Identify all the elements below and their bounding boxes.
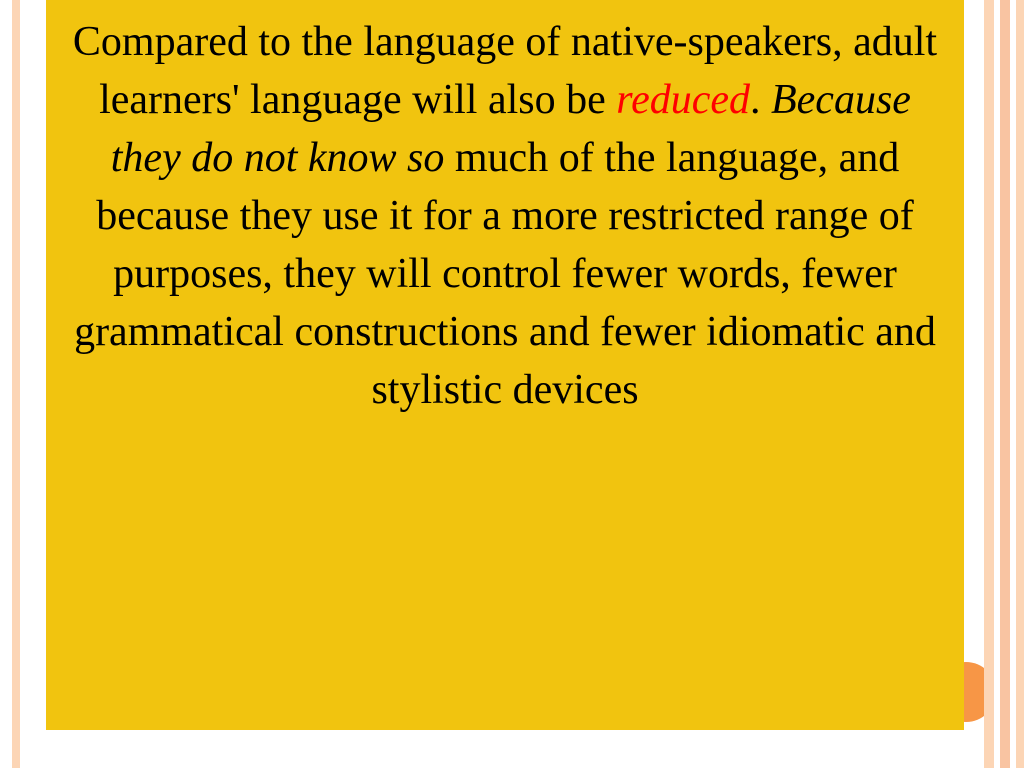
decor-stripe [1016,0,1024,768]
text-segment: . [750,77,771,123]
left-decor-stripe [12,0,20,768]
slide-body-text: Compared to the language of native-speak… [64,14,946,420]
text-segment: reduced [616,77,750,123]
decor-stripe [1010,0,1016,768]
decor-stripe [1000,0,1010,768]
slide-content-box: Compared to the language of native-speak… [46,0,964,730]
decor-stripe [984,0,994,768]
decor-stripe [994,0,1000,768]
